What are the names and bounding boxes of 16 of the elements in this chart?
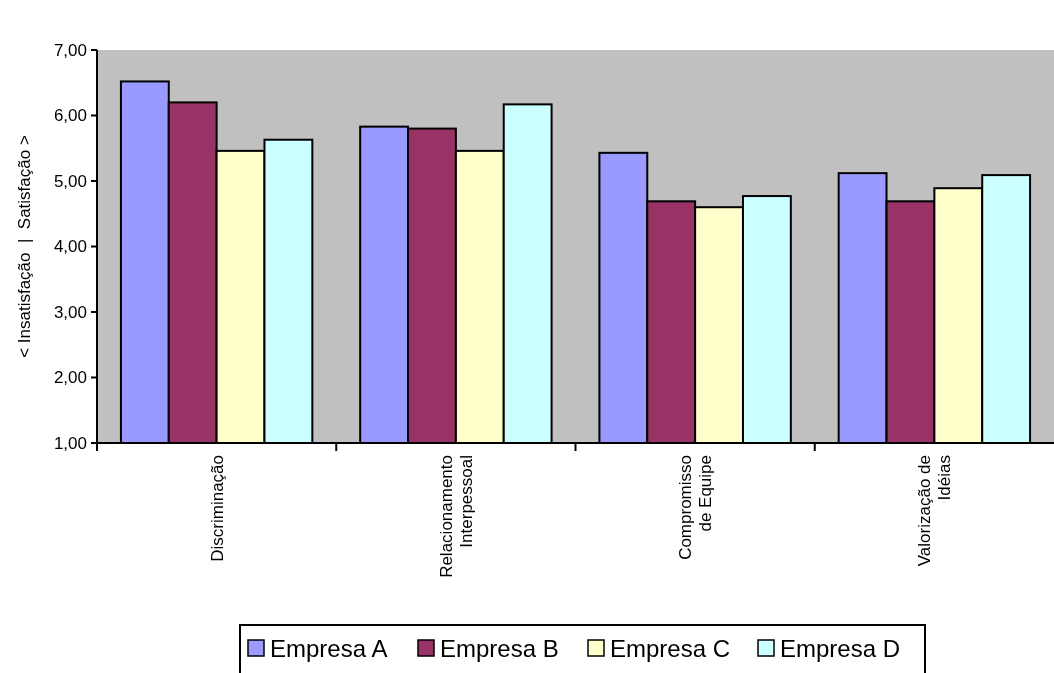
x-tick-label: Valorização de Idéias — [915, 455, 955, 567]
x-tick-label: Compromisso de Equipe — [676, 455, 716, 560]
y-tick-label: 5,00 — [53, 171, 87, 191]
x-tick-label: Discriminação — [207, 455, 227, 562]
y-tick-label: 6,00 — [53, 106, 87, 126]
legend-label: Empresa C — [610, 635, 731, 663]
x-tick-label: Relacionamento Interpessoal — [436, 455, 476, 578]
y-tick-label: 3,00 — [53, 302, 87, 322]
y-tick-label: 2,00 — [53, 368, 87, 388]
legend-label: Empresa D — [780, 635, 901, 663]
y-tick-label: 1,00 — [53, 433, 87, 453]
y-tick-label: 7,00 — [53, 40, 87, 60]
y-tick-label: 4,00 — [53, 237, 87, 257]
y-axis-title: < Insatisfação | Satisfação > — [14, 135, 34, 358]
legend-label: Empresa B — [440, 635, 559, 663]
legend-label: Empresa A — [270, 635, 388, 663]
